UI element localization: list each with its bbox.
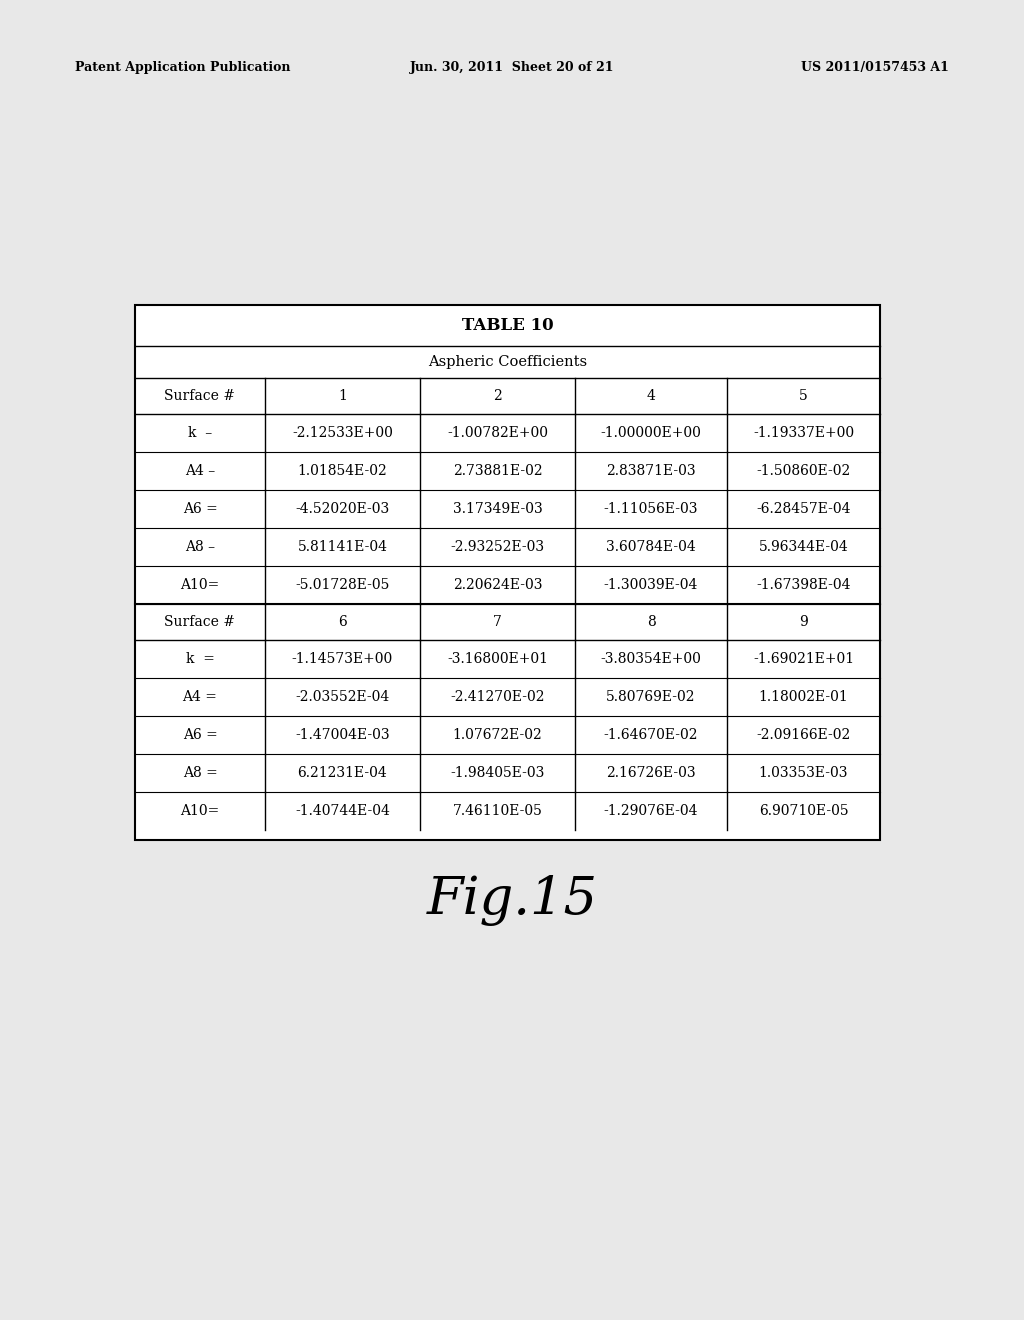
Text: 7: 7 xyxy=(494,615,502,630)
Text: A6 =: A6 = xyxy=(182,502,217,516)
Text: 1: 1 xyxy=(338,389,347,403)
Text: -1.64670E-02: -1.64670E-02 xyxy=(604,729,698,742)
Text: -1.69021E+01: -1.69021E+01 xyxy=(753,652,854,667)
Text: 2.83871E-03: 2.83871E-03 xyxy=(606,465,696,478)
Text: 7.46110E-05: 7.46110E-05 xyxy=(453,804,543,818)
Text: A4 –: A4 – xyxy=(185,465,215,478)
Text: 2.73881E-02: 2.73881E-02 xyxy=(453,465,543,478)
Text: -2.93252E-03: -2.93252E-03 xyxy=(451,540,545,554)
Text: 6.90710E-05: 6.90710E-05 xyxy=(759,804,848,818)
Bar xyxy=(135,305,880,840)
Text: US 2011/0157453 A1: US 2011/0157453 A1 xyxy=(801,62,949,74)
Text: 2.16726E-03: 2.16726E-03 xyxy=(606,766,696,780)
Text: 3.17349E-03: 3.17349E-03 xyxy=(453,502,543,516)
Text: 4: 4 xyxy=(646,389,655,403)
Text: -2.12533E+00: -2.12533E+00 xyxy=(292,426,393,440)
Text: k  –: k – xyxy=(187,426,212,440)
Text: 1.18002E-01: 1.18002E-01 xyxy=(759,690,848,704)
Text: A10=: A10= xyxy=(180,578,219,591)
Text: 6.21231E-04: 6.21231E-04 xyxy=(298,766,387,780)
Text: -1.19337E+00: -1.19337E+00 xyxy=(753,426,854,440)
Text: -2.03552E-04: -2.03552E-04 xyxy=(295,690,389,704)
Text: TABLE 10: TABLE 10 xyxy=(462,317,553,334)
Text: -2.09166E-02: -2.09166E-02 xyxy=(757,729,851,742)
Text: A4 =: A4 = xyxy=(182,690,217,704)
Text: -1.29076E-04: -1.29076E-04 xyxy=(604,804,698,818)
Text: k  =: k = xyxy=(185,652,214,667)
Text: 6: 6 xyxy=(338,615,347,630)
Text: -1.14573E+00: -1.14573E+00 xyxy=(292,652,393,667)
Text: 3.60784E-04: 3.60784E-04 xyxy=(606,540,696,554)
Text: -1.98405E-03: -1.98405E-03 xyxy=(451,766,545,780)
Text: A10=: A10= xyxy=(180,804,219,818)
Text: -1.00000E+00: -1.00000E+00 xyxy=(600,426,701,440)
Text: -1.40744E-04: -1.40744E-04 xyxy=(295,804,390,818)
Text: -1.47004E-03: -1.47004E-03 xyxy=(295,729,390,742)
Text: Surface #: Surface # xyxy=(165,615,236,630)
Text: -3.80354E+00: -3.80354E+00 xyxy=(600,652,701,667)
Text: -1.67398E-04: -1.67398E-04 xyxy=(757,578,851,591)
Text: Jun. 30, 2011  Sheet 20 of 21: Jun. 30, 2011 Sheet 20 of 21 xyxy=(410,62,614,74)
Text: -1.11056E-03: -1.11056E-03 xyxy=(604,502,698,516)
Text: -6.28457E-04: -6.28457E-04 xyxy=(757,502,851,516)
Text: Surface #: Surface # xyxy=(165,389,236,403)
Text: 8: 8 xyxy=(646,615,655,630)
Text: 2.20624E-03: 2.20624E-03 xyxy=(453,578,543,591)
Text: 2: 2 xyxy=(494,389,502,403)
Text: 5.80769E-02: 5.80769E-02 xyxy=(606,690,695,704)
Text: Fig.15: Fig.15 xyxy=(427,874,597,925)
Text: A8 –: A8 – xyxy=(185,540,215,554)
Text: 9: 9 xyxy=(799,615,808,630)
Text: -1.00782E+00: -1.00782E+00 xyxy=(447,426,548,440)
Text: 1.01854E-02: 1.01854E-02 xyxy=(298,465,387,478)
Text: 5.81141E-04: 5.81141E-04 xyxy=(298,540,387,554)
Text: -3.16800E+01: -3.16800E+01 xyxy=(447,652,548,667)
Text: 5.96344E-04: 5.96344E-04 xyxy=(759,540,848,554)
Text: -1.50860E-02: -1.50860E-02 xyxy=(757,465,851,478)
Text: -5.01728E-05: -5.01728E-05 xyxy=(295,578,390,591)
Text: A6 =: A6 = xyxy=(182,729,217,742)
Text: -4.52020E-03: -4.52020E-03 xyxy=(295,502,389,516)
Text: Patent Application Publication: Patent Application Publication xyxy=(75,62,291,74)
Text: Aspheric Coefficients: Aspheric Coefficients xyxy=(428,355,587,370)
Text: 1.07672E-02: 1.07672E-02 xyxy=(453,729,543,742)
Text: 5: 5 xyxy=(799,389,808,403)
Text: -1.30039E-04: -1.30039E-04 xyxy=(604,578,698,591)
Text: A8 =: A8 = xyxy=(182,766,217,780)
Text: -2.41270E-02: -2.41270E-02 xyxy=(451,690,545,704)
Text: 1.03353E-03: 1.03353E-03 xyxy=(759,766,848,780)
